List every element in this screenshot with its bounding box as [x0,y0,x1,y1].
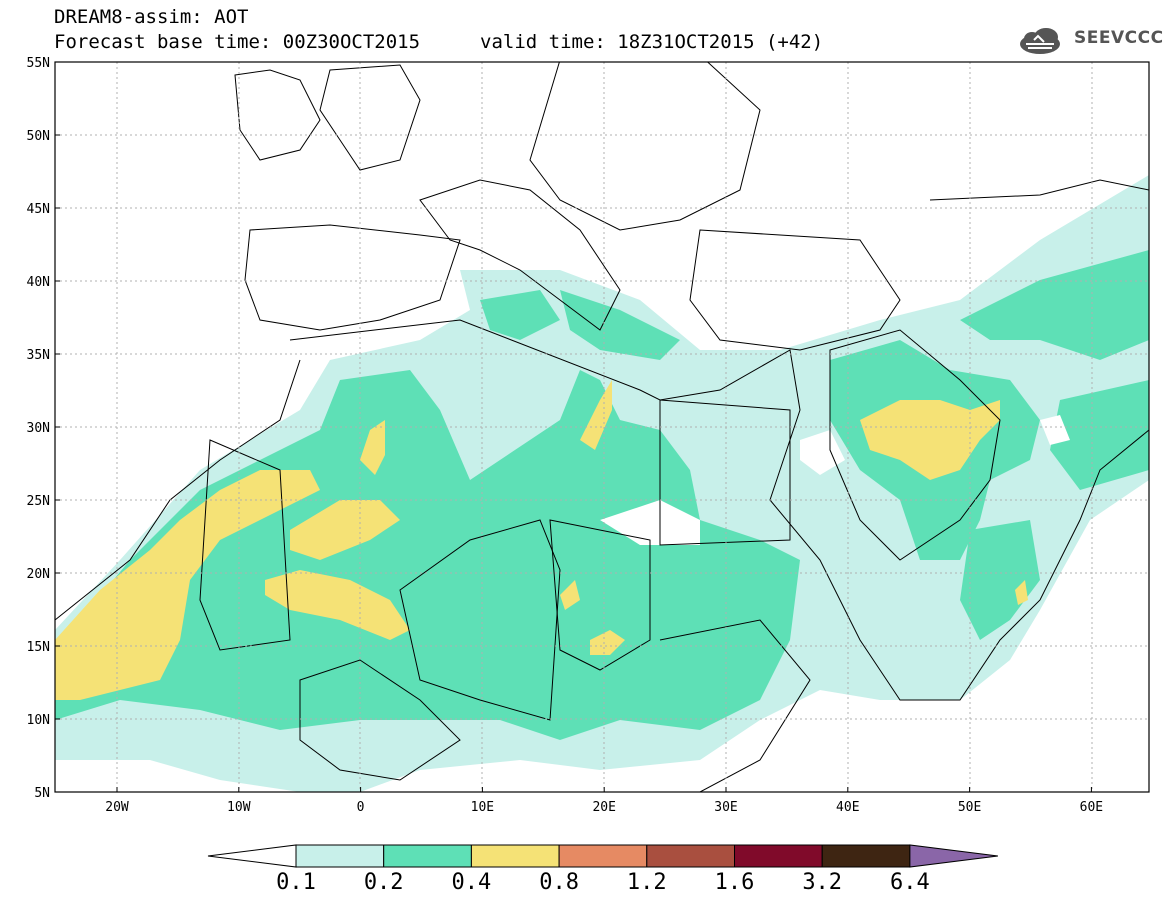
aot-field [55,62,1149,792]
latitude-label: 20N [27,567,50,582]
aot-level-3-area [560,580,580,610]
colorbar-label: 1.2 [626,870,667,895]
longitude-label: 20W [105,800,129,815]
colorbar-label: 3.2 [802,870,843,895]
aot-level-2-area [960,520,1040,640]
latitude-label: 15N [27,640,50,655]
latitude-label: 35N [27,348,50,363]
longitude-label: 30E [714,800,737,815]
aot-level-2-area [480,290,560,340]
colorbar-segment [821,844,911,868]
valid-time: valid time: 18Z31OCT2015 (+42) [480,31,824,53]
aot-level-3-area [1015,580,1028,605]
colorbar-segment [646,844,735,868]
aot-level-3-area [360,420,385,475]
latitude-label: 30N [27,421,50,436]
longitude-label: 60E [1080,800,1103,815]
latitude-labels: 55N 50N 45N 40N 35N 30N 25N 20N 15N 10N 5N [27,56,60,801]
longitude-label: 50E [958,800,981,815]
colorbar-segment [558,844,648,868]
cloud-logo-icon [1020,28,1060,54]
colorbar-low-arrow [207,844,297,868]
colorbar-label: 0.4 [451,870,492,895]
clear-area [1040,415,1070,445]
colorbar-label: 0.2 [363,870,404,895]
latitude-label: 10N [27,713,50,728]
colorbar-segment [383,844,472,868]
aot-level-2-area [1050,380,1149,490]
longitude-label: 20E [592,800,615,815]
latitude-label: 55N [27,56,50,71]
aot-level-3-area [265,570,410,640]
longitude-label: 0 [357,800,365,815]
longitude-label: 10E [471,800,494,815]
latitude-label: 50N [27,129,50,144]
latitude-label: 5N [34,786,50,801]
colorbar-segment [295,844,385,868]
aot-level-3-area [55,470,320,700]
latitude-label: 40N [27,275,50,290]
clear-area [800,430,845,475]
aot-level-2-area [960,250,1149,360]
forecast-base-time: Forecast base time: 00Z30OCT2015 [54,31,421,53]
longitude-labels: 20W 10W 0 10E 20E 30E 40E 50E 60E [105,787,1103,815]
colorbar-label: 0.8 [539,870,579,895]
colorbar [207,844,998,868]
latitude-label: 25N [27,494,50,509]
clear-area [600,500,700,545]
logo-text: SEEVCCC [1074,28,1164,48]
map-title: DREAM8-assim: AOT [54,6,249,28]
colorbar-label: 0.1 [276,870,316,895]
longitude-label: 10W [227,800,251,815]
aot-level-3-area [860,400,1000,480]
colorbar-segment [734,844,823,868]
gridlines [55,62,1149,792]
colorbar-segment [470,844,560,868]
colorbar-label: 6.4 [890,870,930,895]
latitude-label: 45N [27,202,50,217]
aot-level-2-area [560,290,680,360]
aot-level-3-area [590,630,625,655]
colorbar-label: 1.6 [714,870,755,895]
aot-level-3-area [290,500,400,560]
colorbar-high-arrow [909,844,998,868]
longitude-label: 40E [836,800,859,815]
